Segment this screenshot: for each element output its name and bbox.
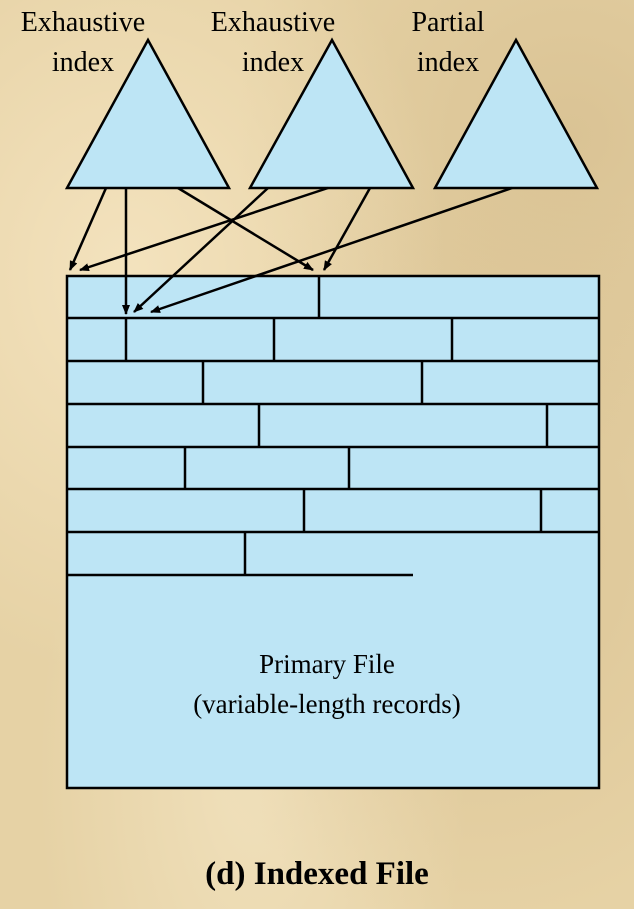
- partial-index-triangle: [432, 37, 600, 190]
- exhaustive-index-2-triangle: [247, 37, 416, 190]
- pointer-arrow: [150, 186, 513, 314]
- primary-file-label: Primary File: [259, 649, 395, 679]
- index-2-label-line2: index: [242, 47, 304, 78]
- index-3-label-line2: index: [417, 47, 479, 78]
- pointer-arrow: [322, 187, 372, 271]
- index-1-label-line2: index: [52, 47, 114, 78]
- pointer-arrow: [177, 186, 314, 272]
- pointer-arrow: [68, 187, 108, 271]
- index-3-label-line1: Partial: [411, 7, 484, 38]
- exhaustive-index-1-triangle: [64, 37, 232, 190]
- index-pointers: [68, 186, 513, 315]
- figure-caption: (d) Indexed File: [205, 856, 429, 892]
- index-1-label-line1: Exhaustive: [21, 7, 145, 38]
- pointer-arrow: [133, 187, 269, 313]
- primary-file-sublabel: (variable-length records): [193, 689, 461, 719]
- pointer-arrow: [79, 186, 329, 272]
- record-lines: [67, 276, 599, 577]
- index-2-label-line1: Exhaustive: [211, 7, 335, 38]
